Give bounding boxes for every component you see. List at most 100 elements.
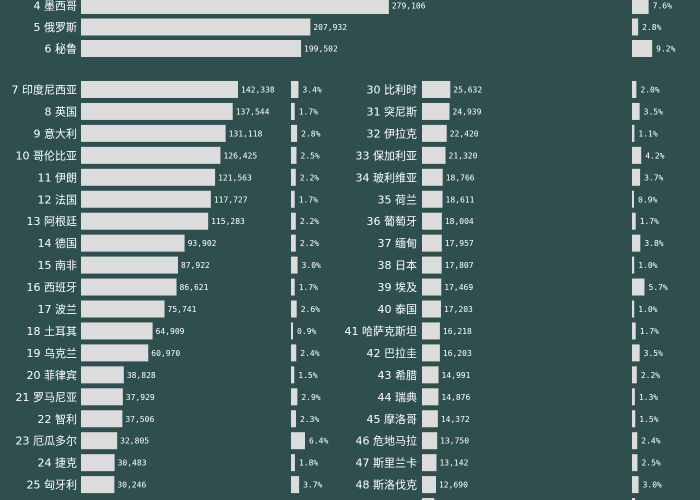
right-row-label-16: 46 危地马拉 — [356, 434, 418, 448]
right-row-bar-16 — [422, 432, 438, 450]
left-row-share-bar-11 — [291, 322, 293, 340]
right-row-share-label-13: 2.2% — [641, 371, 660, 380]
top-row-share-label-0: 7.6% — [653, 2, 672, 11]
left-row-share-label-0: 3.4% — [302, 86, 321, 95]
left-row-bar-18 — [81, 476, 115, 494]
right-row-bar-3 — [422, 146, 446, 164]
right-row-share-label-10: 1.0% — [638, 305, 657, 314]
left-row-value-3: 126,425 — [223, 151, 257, 160]
right-row-bar-0 — [422, 81, 451, 98]
right-row-value-8: 17,807 — [445, 261, 474, 270]
right-row-bar-5 — [422, 190, 443, 208]
right-row-share-label-2: 1.1% — [638, 129, 657, 138]
top-row-share-label-1: 2.8% — [642, 23, 661, 32]
right-row-share-bar-4 — [632, 168, 641, 186]
left-row-value-17: 30,483 — [118, 459, 147, 468]
right-row-bar-4 — [422, 168, 443, 186]
right-row-share-bar-12 — [632, 344, 640, 362]
left-row-label-5: 12 法国 — [38, 192, 78, 206]
left-row-value-2: 131,118 — [229, 129, 263, 138]
right-row-share-bar-19 — [632, 498, 636, 500]
right-row-label-3: 33 保加利亚 — [356, 148, 418, 162]
left-row-bar-2 — [81, 124, 226, 142]
left-row-label-6: 13 阿根廷 — [27, 214, 78, 228]
left-row-label-8: 15 南非 — [38, 259, 78, 272]
top-row-share-bar-1 — [632, 18, 639, 36]
left-row-share-bar-9 — [291, 278, 295, 296]
left-row-value-11: 64,909 — [156, 327, 185, 336]
left-row-share-label-16: 6.4% — [309, 437, 328, 446]
right-row-share-label-18: 3.0% — [643, 481, 662, 490]
left-row-value-12: 60,970 — [151, 349, 180, 358]
left-row-share-bar-0 — [291, 81, 299, 98]
left-row-share-label-12: 2.4% — [300, 349, 319, 358]
right-row-value-14: 14,876 — [441, 393, 470, 402]
left-row-label-17: 24 捷克 — [38, 456, 78, 470]
right-row-label-1: 31 突尼斯 — [367, 104, 418, 118]
right-row-share-bar-0 — [632, 81, 637, 98]
left-row-bar-3 — [81, 146, 221, 164]
left-row-label-1: 8 英国 — [45, 104, 78, 118]
right-row-bar-14 — [422, 388, 439, 406]
left-row-share-bar-1 — [291, 102, 295, 120]
right-row-label-10: 40 泰国 — [378, 302, 418, 316]
right-row-share-bar-14 — [632, 388, 635, 406]
right-row-label-11: 41 哈萨克斯坦 — [345, 324, 418, 338]
left-row-share-label-4: 2.2% — [300, 173, 319, 182]
left-row-label-18: 25 匈牙利 — [27, 478, 78, 492]
top-row-value-0: 279,106 — [392, 2, 426, 11]
right-row-value-0: 25,632 — [453, 86, 482, 95]
left-row-share-bar-12 — [291, 344, 297, 362]
left-row-label-10: 17 波兰 — [38, 303, 78, 316]
right-row-share-bar-16 — [632, 432, 638, 450]
left-row-share-bar-15 — [291, 410, 297, 428]
left-row-bar-6 — [81, 212, 209, 230]
left-row-share-label-8: 3.0% — [302, 261, 321, 270]
top-row-bar-0 — [81, 0, 389, 14]
top-row-label-2: 6 秘鲁 — [45, 42, 78, 56]
left-row-bar-0 — [81, 81, 238, 98]
right-row-share-label-14: 1.3% — [639, 393, 658, 402]
right-row-share-label-17: 2.5% — [641, 459, 660, 468]
left-row-label-16: 23 厄瓜多尔 — [16, 434, 78, 448]
left-row-value-4: 121,563 — [218, 173, 252, 182]
left-row-share-bar-18 — [291, 476, 300, 494]
left-row-share-label-15: 2.3% — [300, 415, 319, 424]
right-row-label-9: 39 埃及 — [378, 280, 418, 294]
left-row-value-9: 86,621 — [180, 283, 209, 292]
right-row-value-10: 17,203 — [444, 305, 473, 314]
left-row-share-label-14: 2.9% — [301, 393, 320, 402]
left-row-share-bar-13 — [291, 366, 295, 384]
right-row-bar-6 — [422, 212, 442, 230]
right-row-value-16: 13,750 — [440, 437, 469, 446]
right-row-share-label-15: 1.5% — [639, 415, 658, 424]
right-row-share-label-1: 3.5% — [644, 107, 663, 116]
left-row-share-bar-10 — [291, 300, 297, 318]
left-row-bar-5 — [81, 190, 211, 208]
right-row-share-label-16: 2.4% — [641, 437, 660, 446]
left-row-value-13: 38,828 — [127, 371, 156, 380]
left-row-value-6: 115,283 — [211, 217, 245, 226]
left-row-label-9: 16 西班牙 — [27, 281, 78, 294]
right-row-share-label-12: 3.5% — [644, 349, 663, 358]
right-row-bar-9 — [422, 278, 442, 296]
right-row-share-bar-2 — [632, 124, 635, 142]
left-row-bar-13 — [81, 366, 124, 384]
right-row-bar-15 — [422, 410, 438, 428]
right-row-value-1: 24,939 — [453, 107, 482, 116]
top-row-share-bar-0 — [632, 0, 649, 14]
left-row-share-label-3: 2.5% — [300, 151, 319, 160]
left-row-share-label-17: 1.8% — [299, 459, 318, 468]
left-row-share-label-1: 1.7% — [299, 107, 318, 116]
left-row-label-2: 9 意大利 — [34, 126, 78, 140]
right-row-share-label-3: 4.2% — [645, 151, 664, 160]
right-row-value-4: 18,766 — [446, 173, 475, 182]
left-row-label-4: 11 伊朗 — [38, 171, 78, 184]
left-row-share-bar-16 — [291, 432, 305, 450]
top-row-value-1: 207,932 — [313, 23, 347, 32]
left-row-bar-17 — [81, 454, 115, 472]
right-row-value-2: 22,420 — [450, 129, 479, 138]
left-row-value-8: 87,922 — [181, 261, 210, 270]
left-row-share-label-10: 2.6% — [301, 305, 320, 314]
